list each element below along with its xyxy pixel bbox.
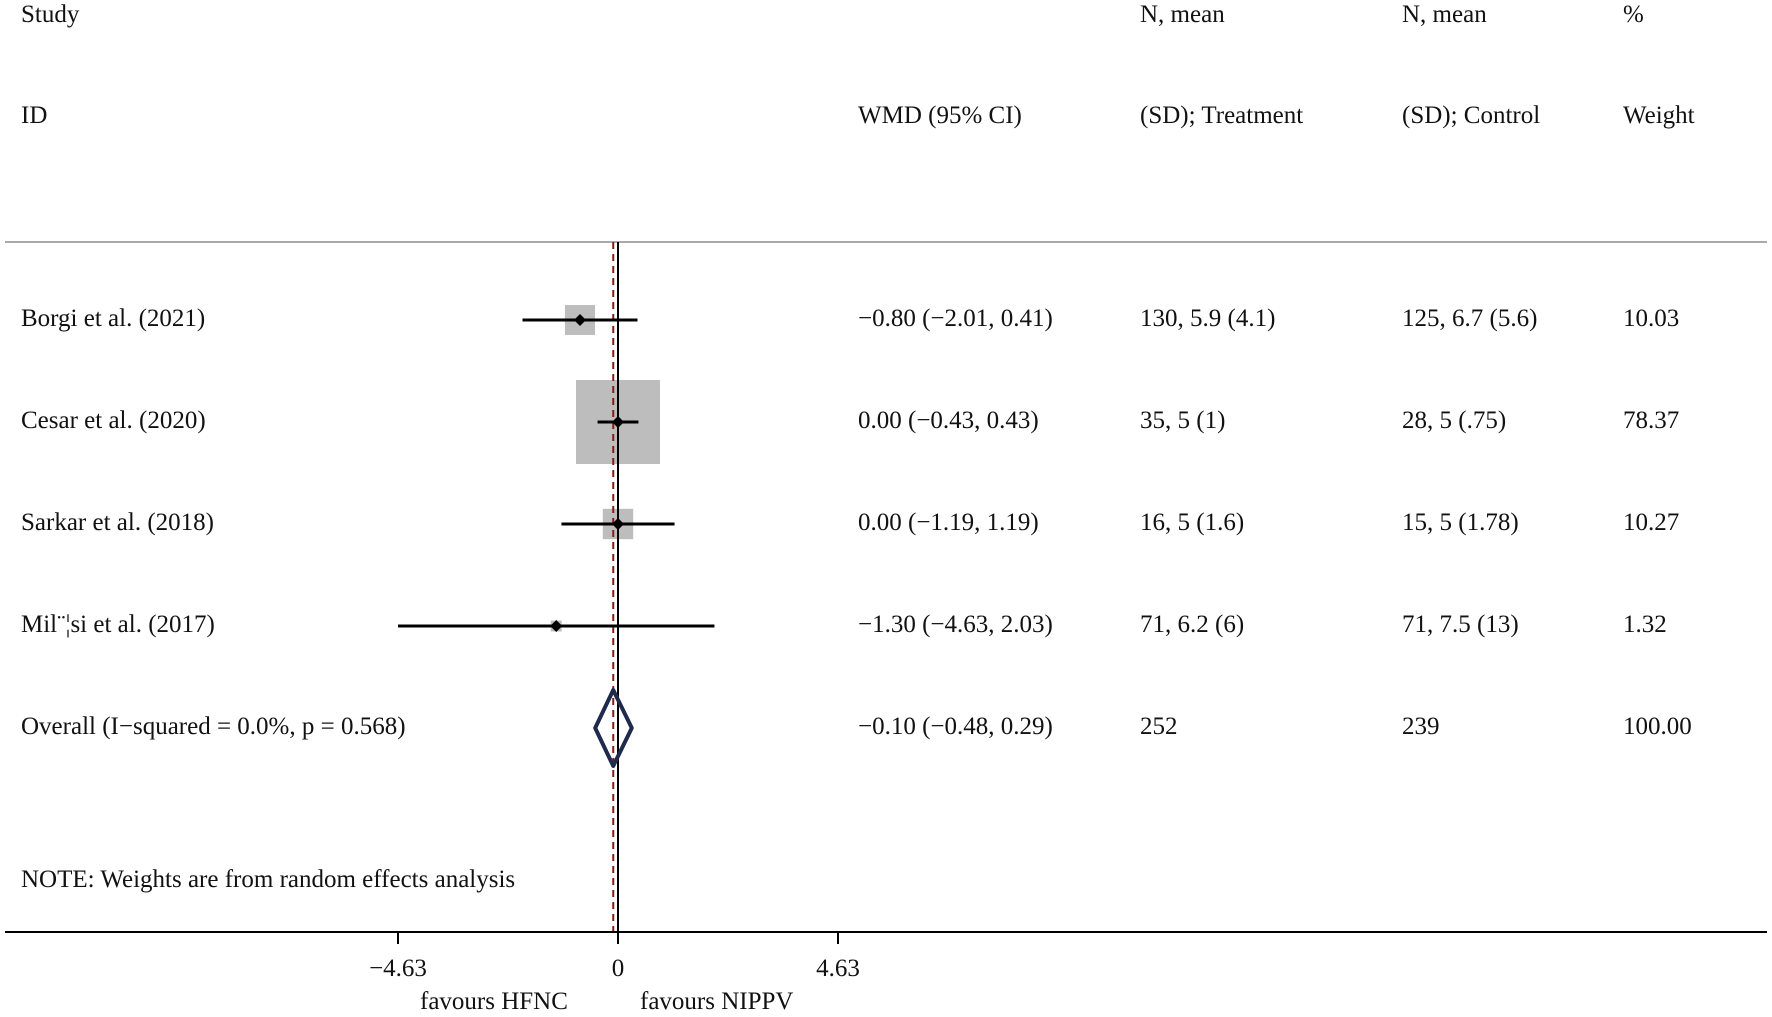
study-treatment: 35, 5 (1) (1140, 407, 1226, 434)
study-control: 15, 5 (1.78) (1402, 509, 1519, 536)
x-tick-label: 0 (611, 955, 625, 982)
study-wmd: 0.00 (−0.43, 0.43) (858, 407, 1039, 434)
header-weight-line2: Weight (1623, 102, 1695, 129)
study-weight: 1.32 (1623, 611, 1667, 638)
overall-control: 239 (1402, 713, 1440, 740)
header-control-line2: (SD); Control (1402, 102, 1541, 129)
study-point-estimate (612, 518, 624, 530)
study-label: Borgi et al. (2021) (21, 305, 206, 332)
header-treatment-line1: N, mean (1140, 1, 1225, 28)
study-label: Sarkar et al. (2018) (21, 509, 214, 536)
study-control: 71, 7.5 (13) (1402, 611, 1519, 638)
header-treatment-line2: (SD); Treatment (1140, 102, 1304, 129)
study-wmd: 0.00 (−1.19, 1.19) (858, 509, 1039, 536)
study-wmd: −0.80 (−2.01, 0.41) (858, 305, 1053, 332)
favours-right-label: favours NIPPV (640, 988, 794, 1015)
study-weight: 10.03 (1623, 305, 1680, 332)
overall-wmd: −0.10 (−0.48, 0.29) (858, 713, 1053, 740)
study-treatment: 16, 5 (1.6) (1140, 509, 1245, 536)
header-study: Study (21, 1, 80, 28)
study-point-estimate (612, 416, 624, 428)
note-text: NOTE: Weights are from random effects an… (21, 866, 516, 893)
header-id: ID (21, 102, 48, 129)
study-control: 28, 5 (.75) (1402, 407, 1507, 434)
x-tick-label: −4.63 (369, 955, 427, 982)
study-label: Mil¨¦si et al. (2017) (21, 611, 215, 638)
header-weight-line1: % (1623, 1, 1644, 28)
header-wmd: WMD (95% CI) (858, 102, 1022, 129)
header-control-line1: N, mean (1402, 1, 1487, 28)
overall-treatment: 252 (1140, 713, 1178, 740)
header-rule (5, 241, 1767, 243)
favours-left-label: favours HFNC (420, 988, 568, 1015)
study-point-estimate (550, 620, 563, 632)
overall-label: Overall (I−squared = 0.0%, p = 0.568) (21, 713, 406, 740)
study-treatment: 71, 6.2 (6) (1140, 611, 1245, 638)
overall-diamond (593, 688, 634, 768)
study-control: 125, 6.7 (5.6) (1402, 305, 1538, 332)
study-point-estimate (573, 314, 586, 326)
study-label: Cesar et al. (2020) (21, 407, 206, 434)
study-treatment: 130, 5.9 (4.1) (1140, 305, 1276, 332)
study-weight: 78.37 (1623, 407, 1680, 434)
study-weight: 10.27 (1623, 509, 1680, 536)
overall-weight: 100.00 (1623, 713, 1692, 740)
study-wmd: −1.30 (−4.63, 2.03) (858, 611, 1053, 638)
x-tick-label: 4.63 (816, 955, 860, 982)
